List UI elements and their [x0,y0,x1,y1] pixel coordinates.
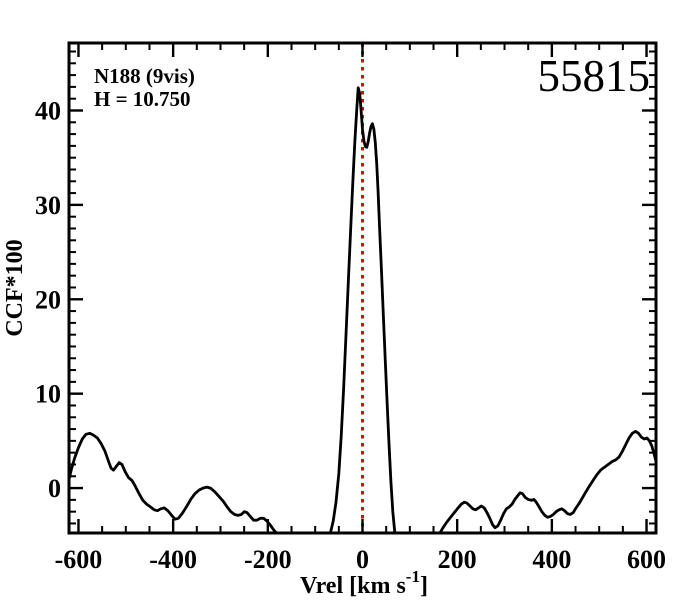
x-axis-title: Vrel [km s-1] [300,567,428,599]
y-tick-label: 10 [35,380,61,409]
x-tick-label: -200 [244,545,292,574]
x-tick-label: -600 [55,545,103,574]
x-tick-label: 400 [532,545,571,574]
x-tick-label: -400 [149,545,197,574]
y-axis-title: CCF*100 [2,239,28,336]
x-tick-label: 600 [627,545,666,574]
y-tick-label: 0 [48,474,61,503]
plot-frame [67,41,658,535]
epoch-label: 55815 [538,51,651,101]
target-annotation: N188 (9vis) [94,64,195,88]
y-tick-label: 20 [35,285,61,314]
x-tick-label: 0 [356,545,369,574]
y-tick-label: 30 [35,191,61,220]
x-tick-label: 200 [438,545,477,574]
magnitude-annotation: H = 10.750 [94,87,191,111]
ccf-curve [69,86,656,533]
y-tick-label: 40 [35,96,61,125]
